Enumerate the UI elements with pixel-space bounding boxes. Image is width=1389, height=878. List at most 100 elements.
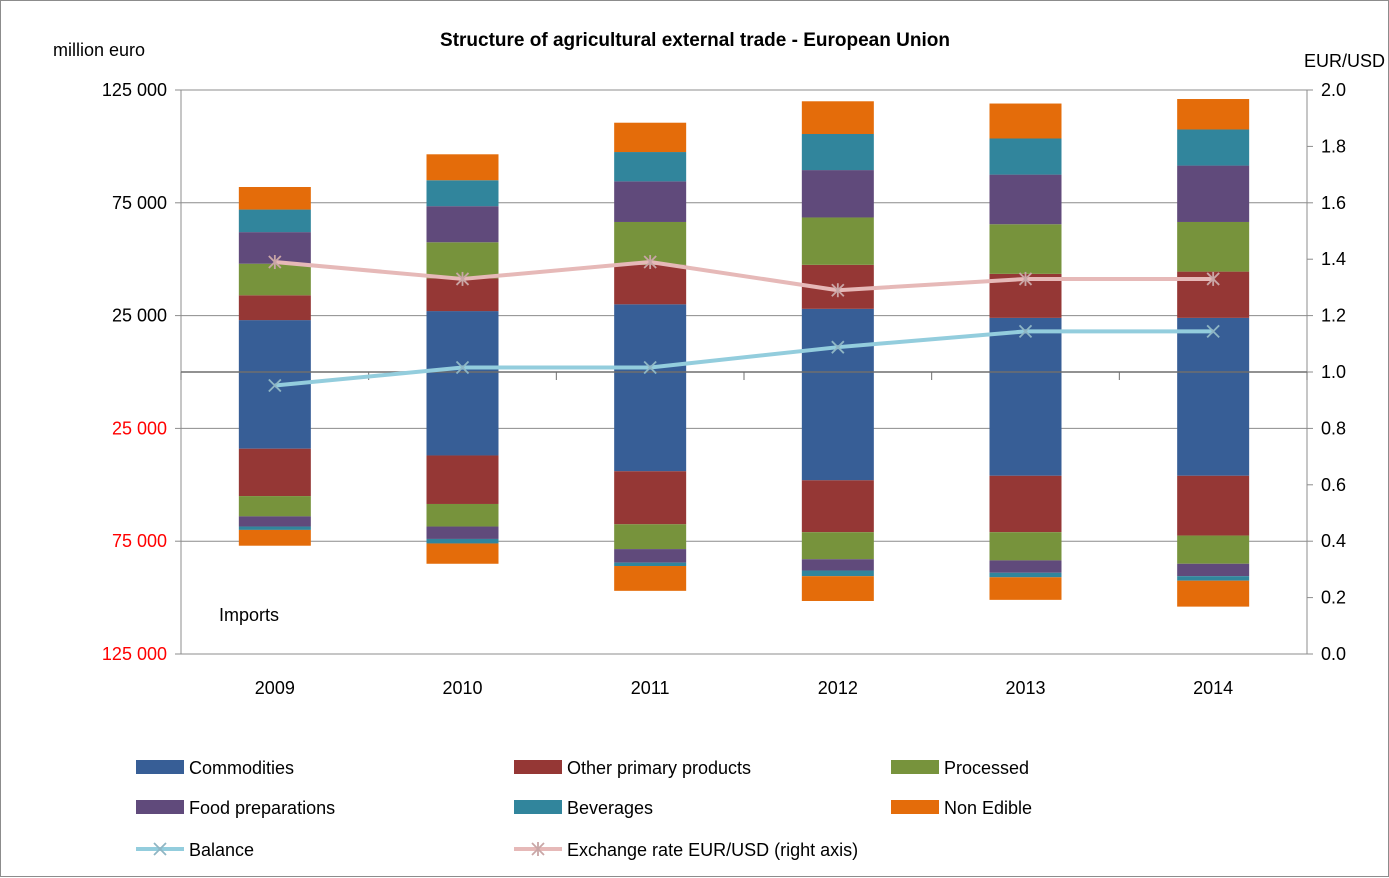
bar-import-segment <box>614 524 687 550</box>
bar-export-segment <box>238 187 311 210</box>
right-tick-label: 1.8 <box>1321 136 1346 156</box>
left-tick-label: 75 000 <box>112 193 167 213</box>
bar-import-segment <box>1177 563 1250 577</box>
right-tick-label: 0.4 <box>1321 531 1346 551</box>
marker-stroke <box>153 842 167 856</box>
bar-export-segment <box>426 154 499 181</box>
legend-swatch <box>136 800 184 814</box>
legend-swatch <box>136 760 184 774</box>
legend-swatch <box>514 760 562 774</box>
legend-label: Beverages <box>567 798 653 818</box>
bar-export-segment <box>426 180 499 207</box>
legend-marker <box>531 842 545 856</box>
category-label: 2013 <box>1005 678 1045 698</box>
bar-import-segment <box>614 562 687 567</box>
exchange-rate-point <box>1018 271 1033 286</box>
left-axis-label: million euro <box>53 40 145 60</box>
balance-point <box>643 360 657 375</box>
right-tick-label: 0.6 <box>1321 475 1346 495</box>
right-axis-label: EUR/USD <box>1304 51 1385 71</box>
bar-import-segment <box>989 475 1062 533</box>
legend-swatch <box>891 760 939 774</box>
gridlines <box>181 89 1307 655</box>
legend-label: Processed <box>944 758 1029 778</box>
bar-import-segment <box>614 471 687 525</box>
bar-export-segment <box>1177 99 1250 130</box>
marker-stroke <box>643 360 657 375</box>
bar-import-segment <box>801 576 874 601</box>
right-tick-label: 0.8 <box>1321 418 1346 438</box>
balance-point <box>831 340 845 354</box>
left-tick-label: 25 000 <box>112 418 167 438</box>
legend-item: Non Edible <box>891 798 1032 818</box>
left-tick-label: 125 000 <box>102 644 167 664</box>
legend-label: Balance <box>189 840 254 860</box>
legend-marker <box>153 842 167 856</box>
bar-import-segment <box>989 560 1062 573</box>
category-label: 2009 <box>255 678 295 698</box>
legend-label: Commodities <box>189 758 294 778</box>
right-tick-label: 1.0 <box>1321 362 1346 382</box>
marker-stroke <box>1206 324 1220 339</box>
category-label: 2012 <box>818 678 858 698</box>
balance-point <box>1018 324 1033 339</box>
marker-stroke <box>268 378 282 393</box>
bar-import-segment <box>1177 535 1250 564</box>
legend-label: Other primary products <box>567 758 751 778</box>
right-tick-label: 0.0 <box>1321 644 1346 664</box>
legend-swatch <box>891 800 939 814</box>
legend-item: Exchange rate EUR/USD (right axis) <box>514 840 858 860</box>
bar-import-segment <box>1177 475 1250 536</box>
right-tick-label: 0.2 <box>1321 588 1346 608</box>
bar-export-segment <box>989 224 1062 274</box>
category-label: 2010 <box>442 678 482 698</box>
bar-export-segment <box>614 181 687 222</box>
category-label: 2011 <box>631 678 670 698</box>
exchange-rate-point <box>455 271 470 286</box>
bar-import-segment <box>426 526 499 539</box>
balance-line <box>274 329 1214 388</box>
bar-import-segment <box>238 526 311 530</box>
bar-export-segment <box>426 311 499 372</box>
bar-import-segment <box>238 529 311 546</box>
legend-item: Commodities <box>136 758 294 778</box>
legend-item: Processed <box>891 758 1029 778</box>
bar-import-segment <box>426 455 499 504</box>
bar-export-segment <box>238 295 311 321</box>
imports-annotation: Imports <box>219 605 279 625</box>
bar-import-segment <box>238 448 311 497</box>
bar-export-segment <box>614 264 687 305</box>
bar-export-segment <box>1177 129 1250 166</box>
bar-export-segment <box>989 138 1062 175</box>
balance-point <box>455 360 470 375</box>
category-label: 2014 <box>1193 678 1233 698</box>
marker-stroke <box>1018 324 1033 339</box>
right-tick-label: 2.0 <box>1321 80 1346 100</box>
bar-import-segment <box>989 577 1062 600</box>
bar-import-segment <box>426 372 499 456</box>
marker-stroke <box>831 340 845 354</box>
exchange-rate-line <box>274 260 1214 293</box>
bar-export-segment <box>801 101 874 134</box>
legend-label: Food preparations <box>189 798 335 818</box>
legend-label: Exchange rate EUR/USD (right axis) <box>567 840 858 860</box>
legend-item: Food preparations <box>136 798 335 818</box>
bar-export-segment <box>801 217 874 265</box>
bar-import-segment <box>426 503 499 527</box>
bar-import-segment <box>426 538 499 544</box>
left-tick-label: 125 000 <box>102 80 167 100</box>
bar-export-segment <box>989 103 1062 139</box>
bar-export-segment <box>1177 317 1250 372</box>
bar-import-segment <box>989 532 1062 561</box>
bar-export-segment <box>989 174 1062 225</box>
marker-stroke <box>455 360 470 375</box>
bar-export-segment <box>426 206 499 243</box>
bar-import-segment <box>614 549 687 563</box>
bar-export-segment <box>614 304 687 372</box>
right-tick-label: 1.2 <box>1321 306 1346 326</box>
balance-point <box>1206 324 1220 339</box>
right-tick-label: 1.6 <box>1321 193 1346 213</box>
bar-import-segment <box>614 566 687 591</box>
bar-export-segment <box>238 209 311 233</box>
